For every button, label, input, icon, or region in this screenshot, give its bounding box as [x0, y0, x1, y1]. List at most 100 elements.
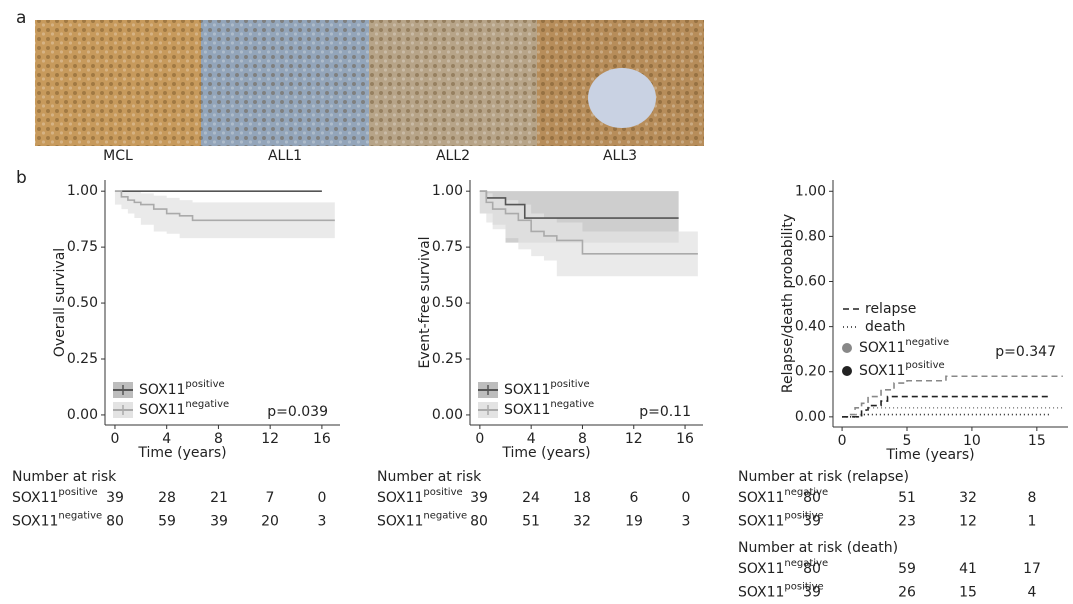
- name: SOX11: [139, 402, 185, 418]
- legend-entry: SOX11positive: [139, 379, 225, 398]
- risk-count: 39: [210, 514, 228, 530]
- y-tick-label: 0.60: [795, 274, 826, 290]
- superscript: positive: [58, 487, 97, 498]
- figure: a b MCL ALL1 ALL2 ALL3 0.00 0.25 0.50 0.75 1.00 0…: [0, 0, 1073, 600]
- superscript: negative: [185, 399, 229, 410]
- image-caption: MCL: [103, 148, 133, 164]
- risk-table-title: Number at risk (relapse): [738, 469, 909, 485]
- risk-count: 59: [898, 561, 916, 577]
- risk-count: 28: [158, 490, 176, 506]
- risk-count: 3: [318, 514, 327, 530]
- risk-row-label: SOX11negative: [377, 511, 467, 530]
- y-tick-label: 0.25: [432, 351, 463, 367]
- name: SOX11: [859, 340, 905, 356]
- name: SOX11: [859, 363, 905, 379]
- y-tick-label: 0.80: [795, 228, 826, 244]
- risk-count: 39: [803, 514, 821, 530]
- y-tick-label: 0.40: [795, 319, 826, 335]
- risk-count: 1: [1028, 514, 1037, 530]
- y-tick-label: 1.00: [432, 183, 463, 199]
- name: SOX11: [504, 382, 550, 398]
- legend-dot: [842, 366, 852, 376]
- y-axis-label: Overall survival: [52, 248, 68, 357]
- risk-count: 0: [318, 490, 327, 506]
- superscript: positive: [423, 487, 462, 498]
- risk-table-title: Number at risk: [377, 469, 482, 485]
- name: SOX11: [504, 402, 550, 418]
- micrographs: [35, 20, 704, 146]
- x-axis-label: Time (years): [885, 447, 974, 463]
- name: SOX11: [139, 382, 185, 398]
- risk-count: 26: [898, 585, 916, 601]
- name: SOX11: [738, 585, 784, 601]
- risk-row-label: SOX11positive: [377, 487, 463, 506]
- image-caption: ALL3: [603, 148, 637, 164]
- y-tick-label: 0.50: [432, 295, 463, 311]
- legend-entry: SOX11negative: [859, 337, 949, 356]
- name: SOX11: [738, 514, 784, 530]
- y-tick-label: 1.00: [795, 183, 826, 199]
- x-tick-label: 0: [475, 431, 484, 447]
- risk-count: 6: [630, 490, 639, 506]
- x-tick-label: 12: [625, 431, 643, 447]
- x-tick-label: 16: [676, 431, 694, 447]
- x-axis-label: Time (years): [137, 445, 226, 461]
- risk-count: 12: [959, 514, 977, 530]
- image-vessel: [588, 68, 656, 128]
- p-value: p=0.039: [267, 404, 328, 420]
- confidence-band: [115, 191, 335, 238]
- y-tick-label: 1.00: [67, 183, 98, 199]
- superscript: positive: [905, 360, 944, 371]
- risk-count: 20: [261, 514, 279, 530]
- y-axis-label: Event-free survival: [417, 236, 433, 368]
- risk-count: 3: [682, 514, 691, 530]
- y-tick-label: 0.00: [67, 407, 98, 423]
- panel-label: b: [16, 168, 27, 188]
- risk-row-label: SOX11positive: [12, 487, 98, 506]
- image-caption: ALL1: [268, 148, 302, 164]
- risk-count: 59: [158, 514, 176, 530]
- p-value: p=0.347: [995, 344, 1056, 360]
- risk-table-title: Number at risk: [12, 469, 117, 485]
- panel-label: a: [16, 8, 26, 28]
- risk-count: 4: [1028, 585, 1037, 601]
- legend-entry: SOX11negative: [139, 399, 229, 418]
- y-tick-label: 0.75: [67, 239, 98, 255]
- name: SOX11: [738, 561, 784, 577]
- risk-count: 18: [573, 490, 591, 506]
- legend-entry: SOX11positive: [859, 360, 945, 379]
- risk-count: 17: [1023, 561, 1041, 577]
- risk-row-label: SOX11negative: [12, 511, 102, 530]
- x-tick-label: 16: [313, 431, 331, 447]
- risk-count: 32: [959, 490, 977, 506]
- name: SOX11: [377, 514, 423, 530]
- superscript: negative: [58, 511, 102, 522]
- x-tick-label: 12: [261, 431, 279, 447]
- y-tick-label: 0.50: [67, 295, 98, 311]
- survival-curve: [842, 415, 1050, 417]
- risk-count: 39: [106, 490, 124, 506]
- superscript: negative: [423, 511, 467, 522]
- x-tick-label: 15: [1028, 433, 1046, 449]
- risk-count: 23: [898, 514, 916, 530]
- legend-entry: SOX11positive: [504, 379, 590, 398]
- risk-count: 51: [522, 514, 540, 530]
- image-caption: ALL2: [436, 148, 470, 164]
- risk-count: 8: [1028, 490, 1037, 506]
- superscript: negative: [550, 399, 594, 410]
- name: SOX11: [12, 514, 58, 530]
- x-axis-label: Time (years): [501, 445, 590, 461]
- y-tick-label: 0.25: [67, 351, 98, 367]
- superscript: negative: [905, 337, 949, 348]
- name: SOX11: [377, 490, 423, 506]
- name: SOX11: [12, 490, 58, 506]
- risk-count: 80: [106, 514, 124, 530]
- risk-count: 51: [898, 490, 916, 506]
- risk-count: 80: [470, 514, 488, 530]
- p-value: p=0.11: [639, 404, 691, 420]
- legend-entry: death: [865, 319, 905, 335]
- risk-count: 80: [803, 561, 821, 577]
- y-tick-label: 0.20: [795, 364, 826, 380]
- x-tick-label: 0: [838, 433, 847, 449]
- risk-count: 39: [803, 585, 821, 601]
